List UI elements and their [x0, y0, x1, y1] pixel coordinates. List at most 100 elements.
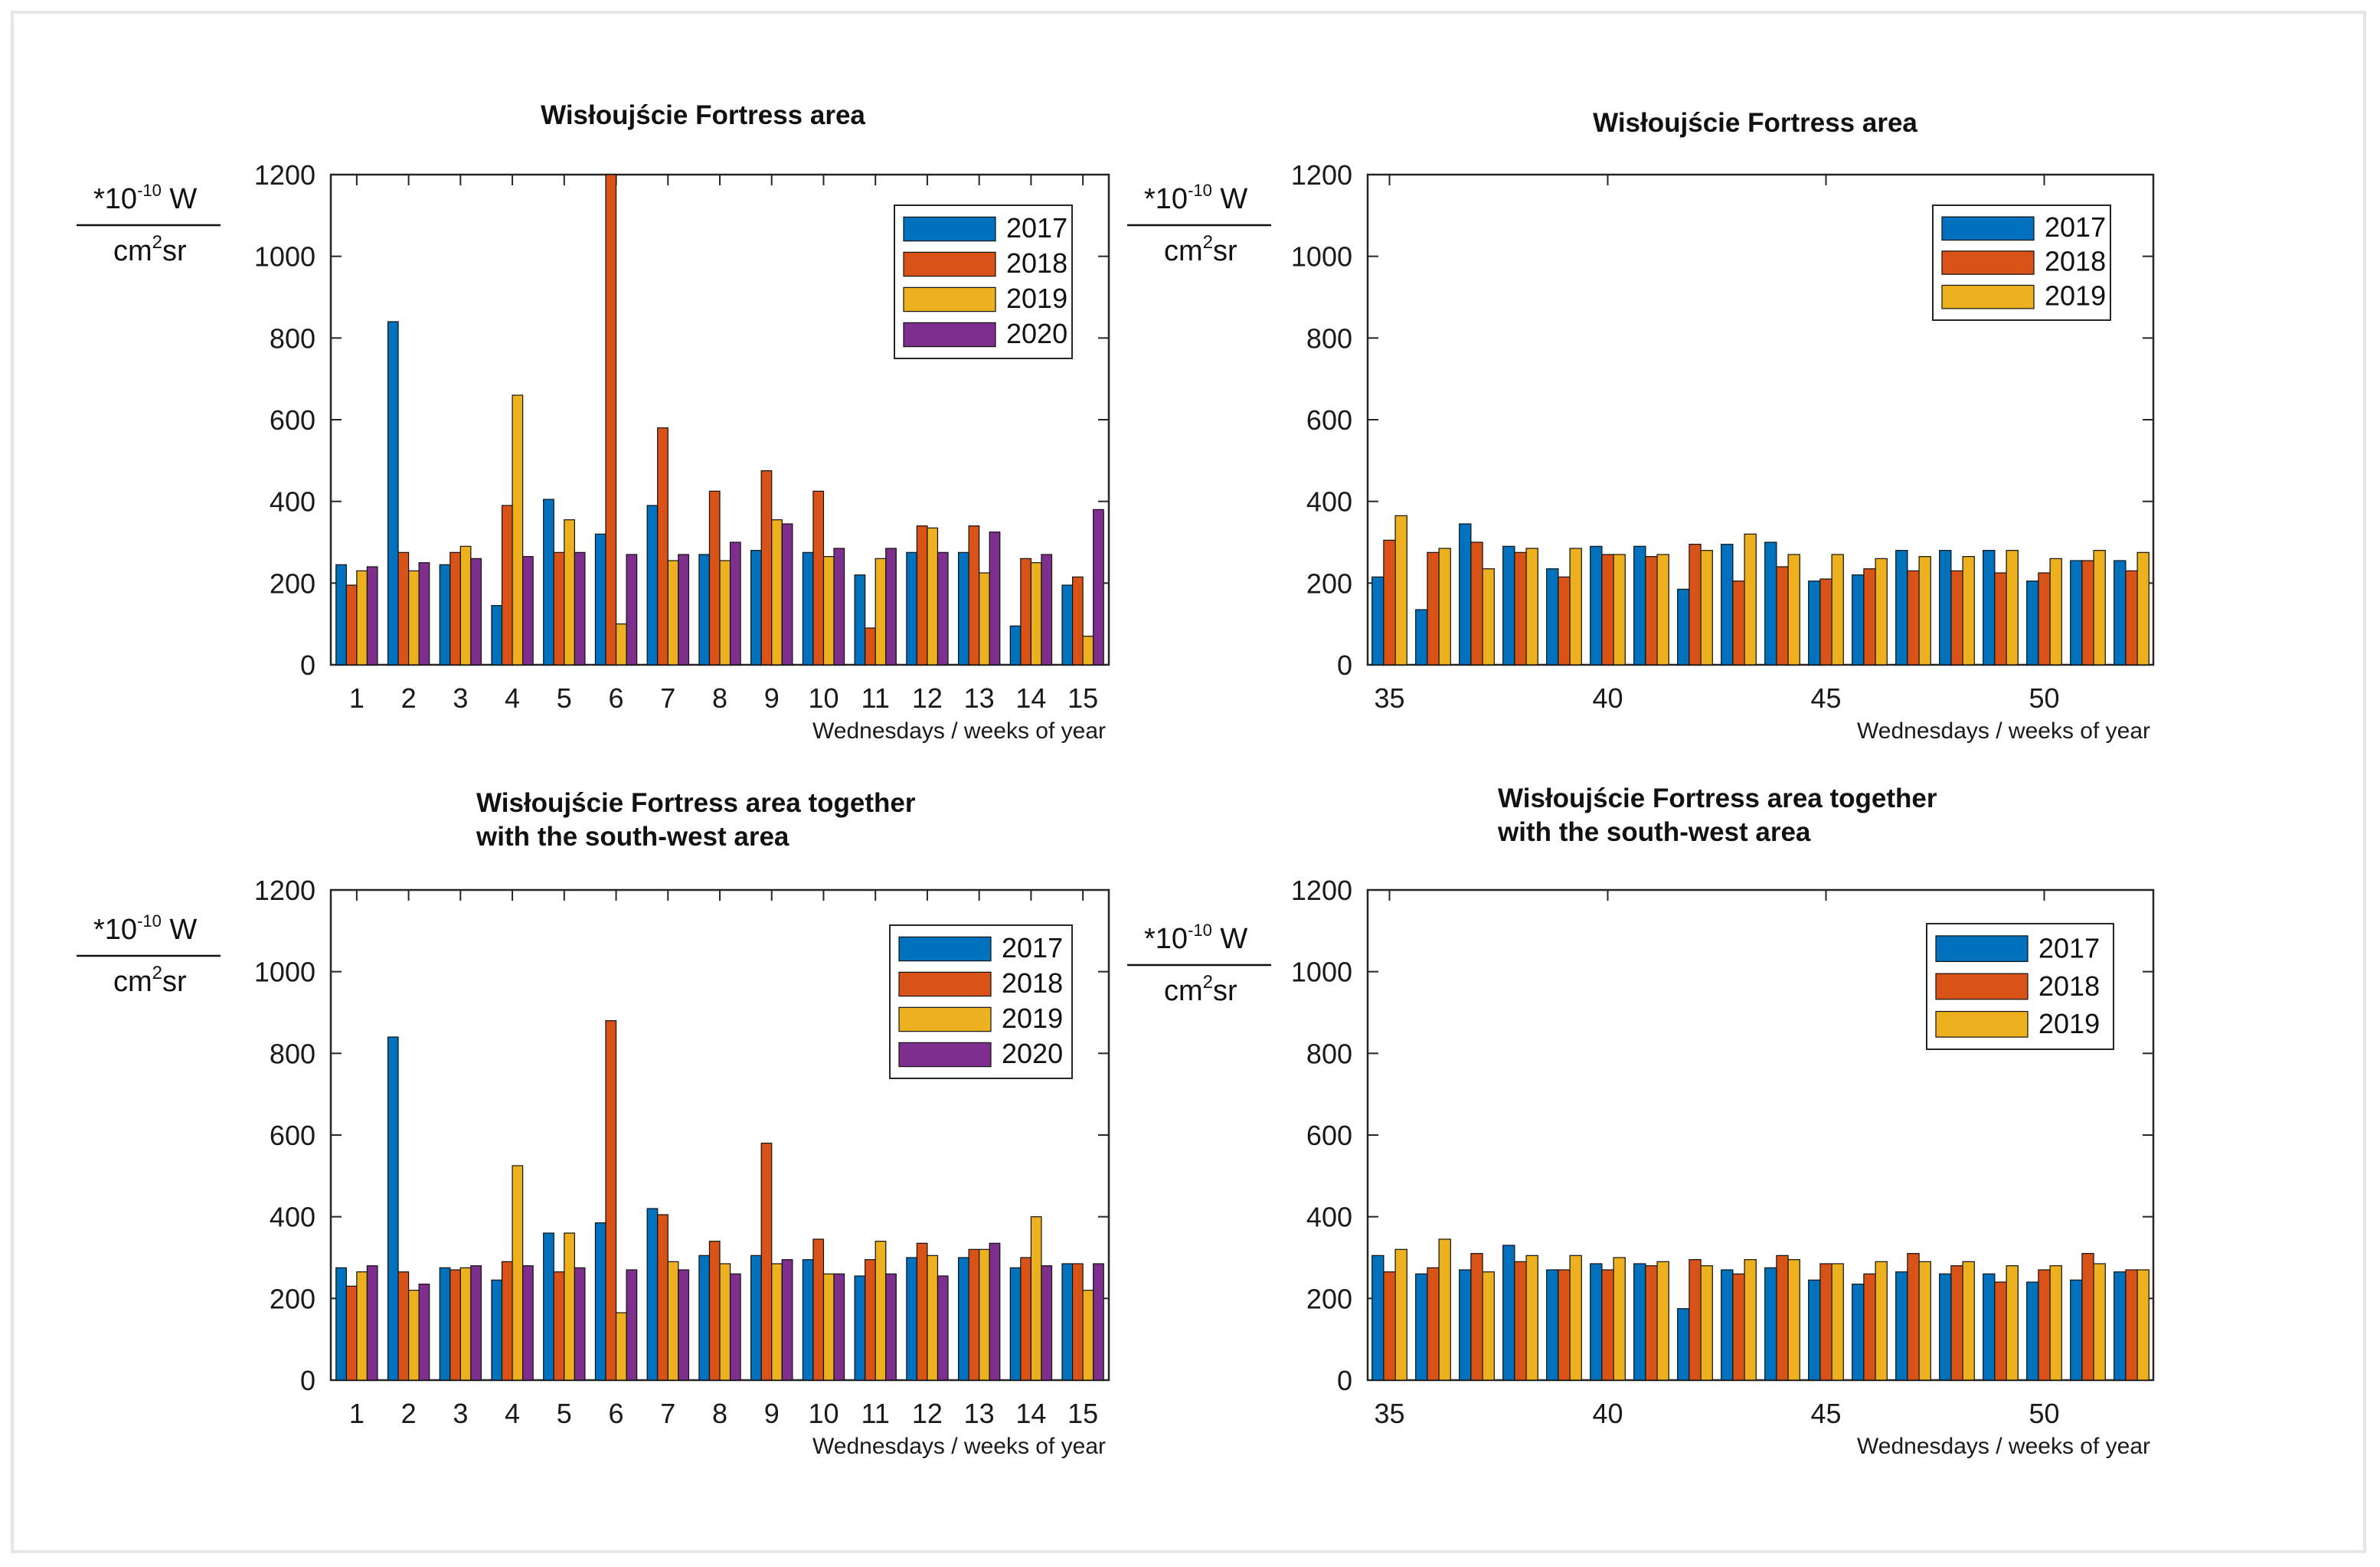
bar-2019-11	[875, 1241, 887, 1381]
unit-denominator: cm2sr	[113, 232, 187, 267]
bar-2017-10	[802, 551, 814, 666]
chart-title-line: Wisłoujście Fortress area	[541, 100, 865, 130]
bar-2020-1	[366, 1265, 378, 1381]
x-tick-label: 9	[764, 1398, 780, 1429]
bar-2020-3	[470, 1265, 482, 1381]
bar-2017-39	[1546, 1269, 1559, 1381]
legend-swatch-2017	[1941, 216, 2035, 241]
bar-2017-11	[854, 1275, 866, 1381]
x-tick-label: 8	[712, 682, 727, 714]
legend-label-2017: 2017	[1002, 932, 1063, 963]
unit-part: sr	[1213, 235, 1237, 267]
bar-2018-48	[1950, 570, 1963, 666]
y-tick-label: 600	[1306, 1120, 1352, 1151]
y-tick-label: 0	[300, 649, 315, 681]
unit-numerator: *10-10 W	[1144, 181, 1247, 215]
y-tick-label: 0	[1337, 649, 1352, 681]
bar-2019-10	[822, 556, 835, 666]
bar-2018-44	[1776, 566, 1789, 666]
bar-2017-47	[1895, 1271, 1908, 1381]
y-axis-unit-label: *10-10 W cm2sr	[77, 911, 221, 998]
unit-part: -10	[1188, 921, 1212, 940]
bar-2018-9	[760, 470, 773, 666]
bar-2019-44	[1787, 554, 1800, 666]
bar-2017-15	[1061, 584, 1074, 666]
bar-2018-49	[1994, 1281, 2007, 1381]
bar-2019-4	[512, 1165, 524, 1381]
y-tick-label: 1000	[1291, 241, 1352, 273]
x-tick-label: 3	[453, 682, 468, 714]
x-tick-label: 10	[808, 682, 839, 714]
bar-2017-51	[2070, 560, 2083, 666]
bar-2020-4	[522, 1265, 534, 1381]
chart-title-line: Wisłoujście Fortress area	[1593, 108, 1917, 138]
bar-2019-15	[1082, 1290, 1094, 1381]
x-tick-label: 15	[1067, 682, 1098, 714]
bar-2018-8	[708, 1241, 721, 1381]
legend-swatch-2019	[1935, 1010, 2029, 1038]
bar-2020-8	[729, 541, 741, 666]
bar-2019-37	[1482, 568, 1495, 666]
bar-2018-40	[1601, 554, 1614, 666]
bar-2019-39	[1569, 1255, 1582, 1381]
bar-2017-5	[543, 1232, 554, 1381]
bar-2017-46	[1852, 1284, 1865, 1381]
x-tick-label: 50	[2029, 1398, 2059, 1429]
bar-2017-38	[1502, 1245, 1515, 1381]
bar-2018-1	[345, 584, 358, 666]
unit-part: *10	[93, 183, 137, 215]
y-tick-label: 800	[270, 322, 315, 354]
x-tick-label: 2	[401, 1398, 417, 1429]
bar-2017-44	[1764, 541, 1777, 666]
y-tick-label: 400	[270, 486, 315, 518]
bar-2017-14	[1009, 1267, 1022, 1381]
unit-part: W	[162, 183, 198, 215]
bar-2019-51	[2093, 1263, 2106, 1381]
bar-2020-14	[1041, 1265, 1053, 1381]
bar-2017-36	[1415, 1273, 1428, 1381]
unit-part: sr	[162, 235, 187, 267]
legend: 2017 2018 2019 2020	[889, 924, 1073, 1079]
x-tick-label: 14	[1015, 682, 1046, 714]
bar-2017-45	[1808, 1279, 1821, 1381]
bar-2017-12	[906, 1257, 917, 1381]
chart-panel-4: 0 200 400 600 800 1000 1200 35 40 45 50 Wednesdays …	[1127, 784, 2155, 1459]
bar-2018-42	[1689, 1259, 1702, 1381]
y-tick-label: 200	[1306, 568, 1352, 599]
bar-2019-7	[667, 1261, 679, 1381]
bar-2019-50	[2049, 1265, 2062, 1381]
legend-swatch-2018	[1935, 973, 2029, 1000]
y-tick-label: 800	[1306, 322, 1352, 354]
bar-2019-4	[512, 394, 524, 666]
unit-numerator: *10-10 W	[93, 911, 197, 946]
bar-2019-50	[2049, 558, 2062, 666]
bar-2020-15	[1093, 509, 1104, 666]
bar-2019-44	[1787, 1259, 1800, 1381]
x-tick-label: 4	[505, 682, 520, 714]
bar-2018-2	[397, 551, 410, 666]
y-tick-label: 1200	[1291, 875, 1352, 906]
bar-2019-8	[719, 560, 731, 666]
bar-2019-9	[771, 519, 783, 666]
unit-part: *10	[1144, 183, 1188, 215]
legend-swatch-2020	[903, 322, 996, 348]
bar-2018-8	[708, 490, 721, 666]
bar-2017-40	[1590, 1263, 1603, 1381]
bar-2019-48	[1962, 556, 1975, 666]
x-tick-label: 12	[912, 682, 943, 714]
bar-2017-37	[1459, 523, 1472, 666]
unit-part: W	[1212, 923, 1248, 955]
unit-denominator: cm2sr	[113, 963, 187, 998]
bar-2019-45	[1831, 554, 1844, 666]
x-tick-label: 8	[712, 1398, 727, 1429]
bar-2017-3	[439, 564, 451, 666]
bar-2017-52	[2114, 1271, 2127, 1381]
y-tick-label: 200	[1306, 1283, 1352, 1314]
bar-2017-1	[335, 1267, 347, 1381]
unit-part: -10	[137, 911, 162, 931]
bar-2019-14	[1030, 562, 1042, 666]
bar-2017-2	[387, 1036, 399, 1381]
chart-title-line: Wisłoujście Fortress area together	[476, 788, 916, 818]
